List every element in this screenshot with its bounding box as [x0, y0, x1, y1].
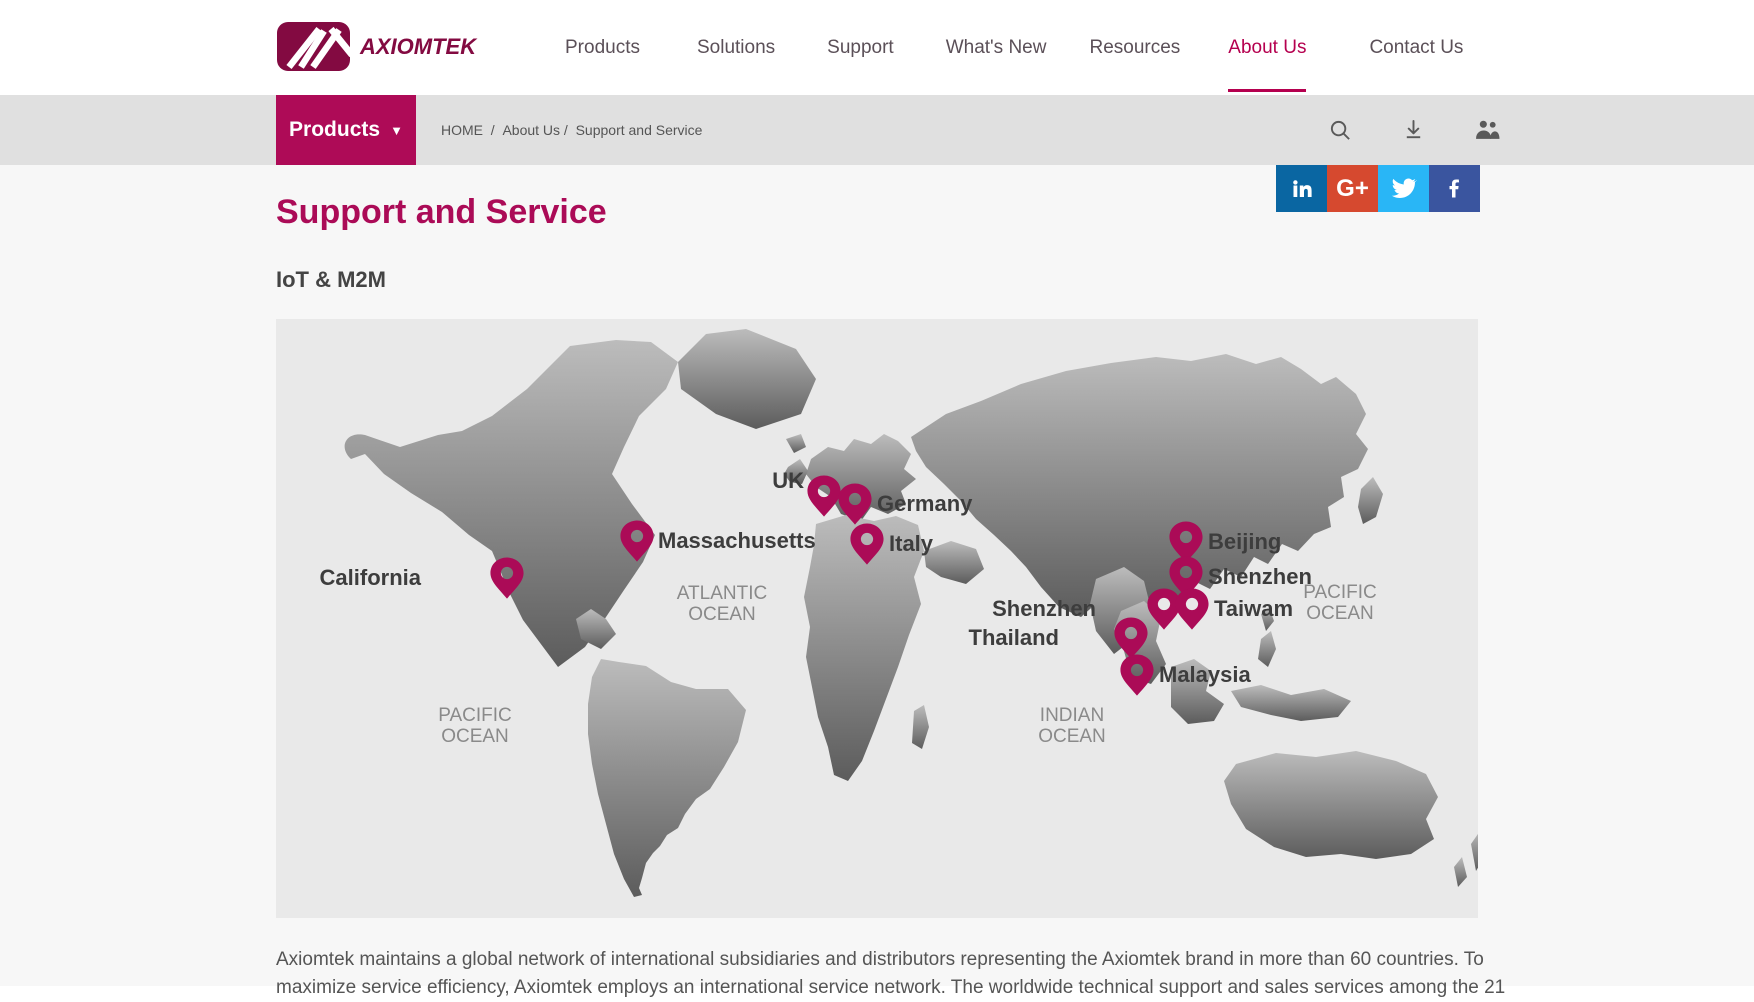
svg-text:Taiwam: Taiwam	[1214, 596, 1293, 621]
svg-text:Shenzhen: Shenzhen	[992, 596, 1096, 621]
svg-text:OCEAN: OCEAN	[441, 726, 509, 747]
svg-text:ATLANTIC: ATLANTIC	[677, 583, 767, 604]
svg-text:OCEAN: OCEAN	[1038, 726, 1106, 747]
svg-text:UK: UK	[772, 468, 804, 493]
svg-text:Shenzhen: Shenzhen	[1208, 564, 1312, 589]
svg-text:Italy: Italy	[889, 531, 934, 556]
svg-text:California: California	[320, 565, 422, 590]
svg-text:Thailand: Thailand	[969, 625, 1059, 650]
svg-text:OCEAN: OCEAN	[1306, 603, 1374, 624]
svg-text:OCEAN: OCEAN	[688, 604, 756, 625]
svg-text:PACIFIC: PACIFIC	[438, 705, 512, 726]
svg-text:PACIFIC: PACIFIC	[1303, 582, 1377, 603]
svg-text:Malaysia: Malaysia	[1159, 662, 1251, 687]
svg-text:Germany: Germany	[877, 491, 973, 516]
svg-text:Beijing: Beijing	[1208, 529, 1281, 554]
svg-text:Massachusetts: Massachusetts	[658, 528, 816, 553]
svg-text:INDIAN: INDIAN	[1040, 705, 1104, 726]
